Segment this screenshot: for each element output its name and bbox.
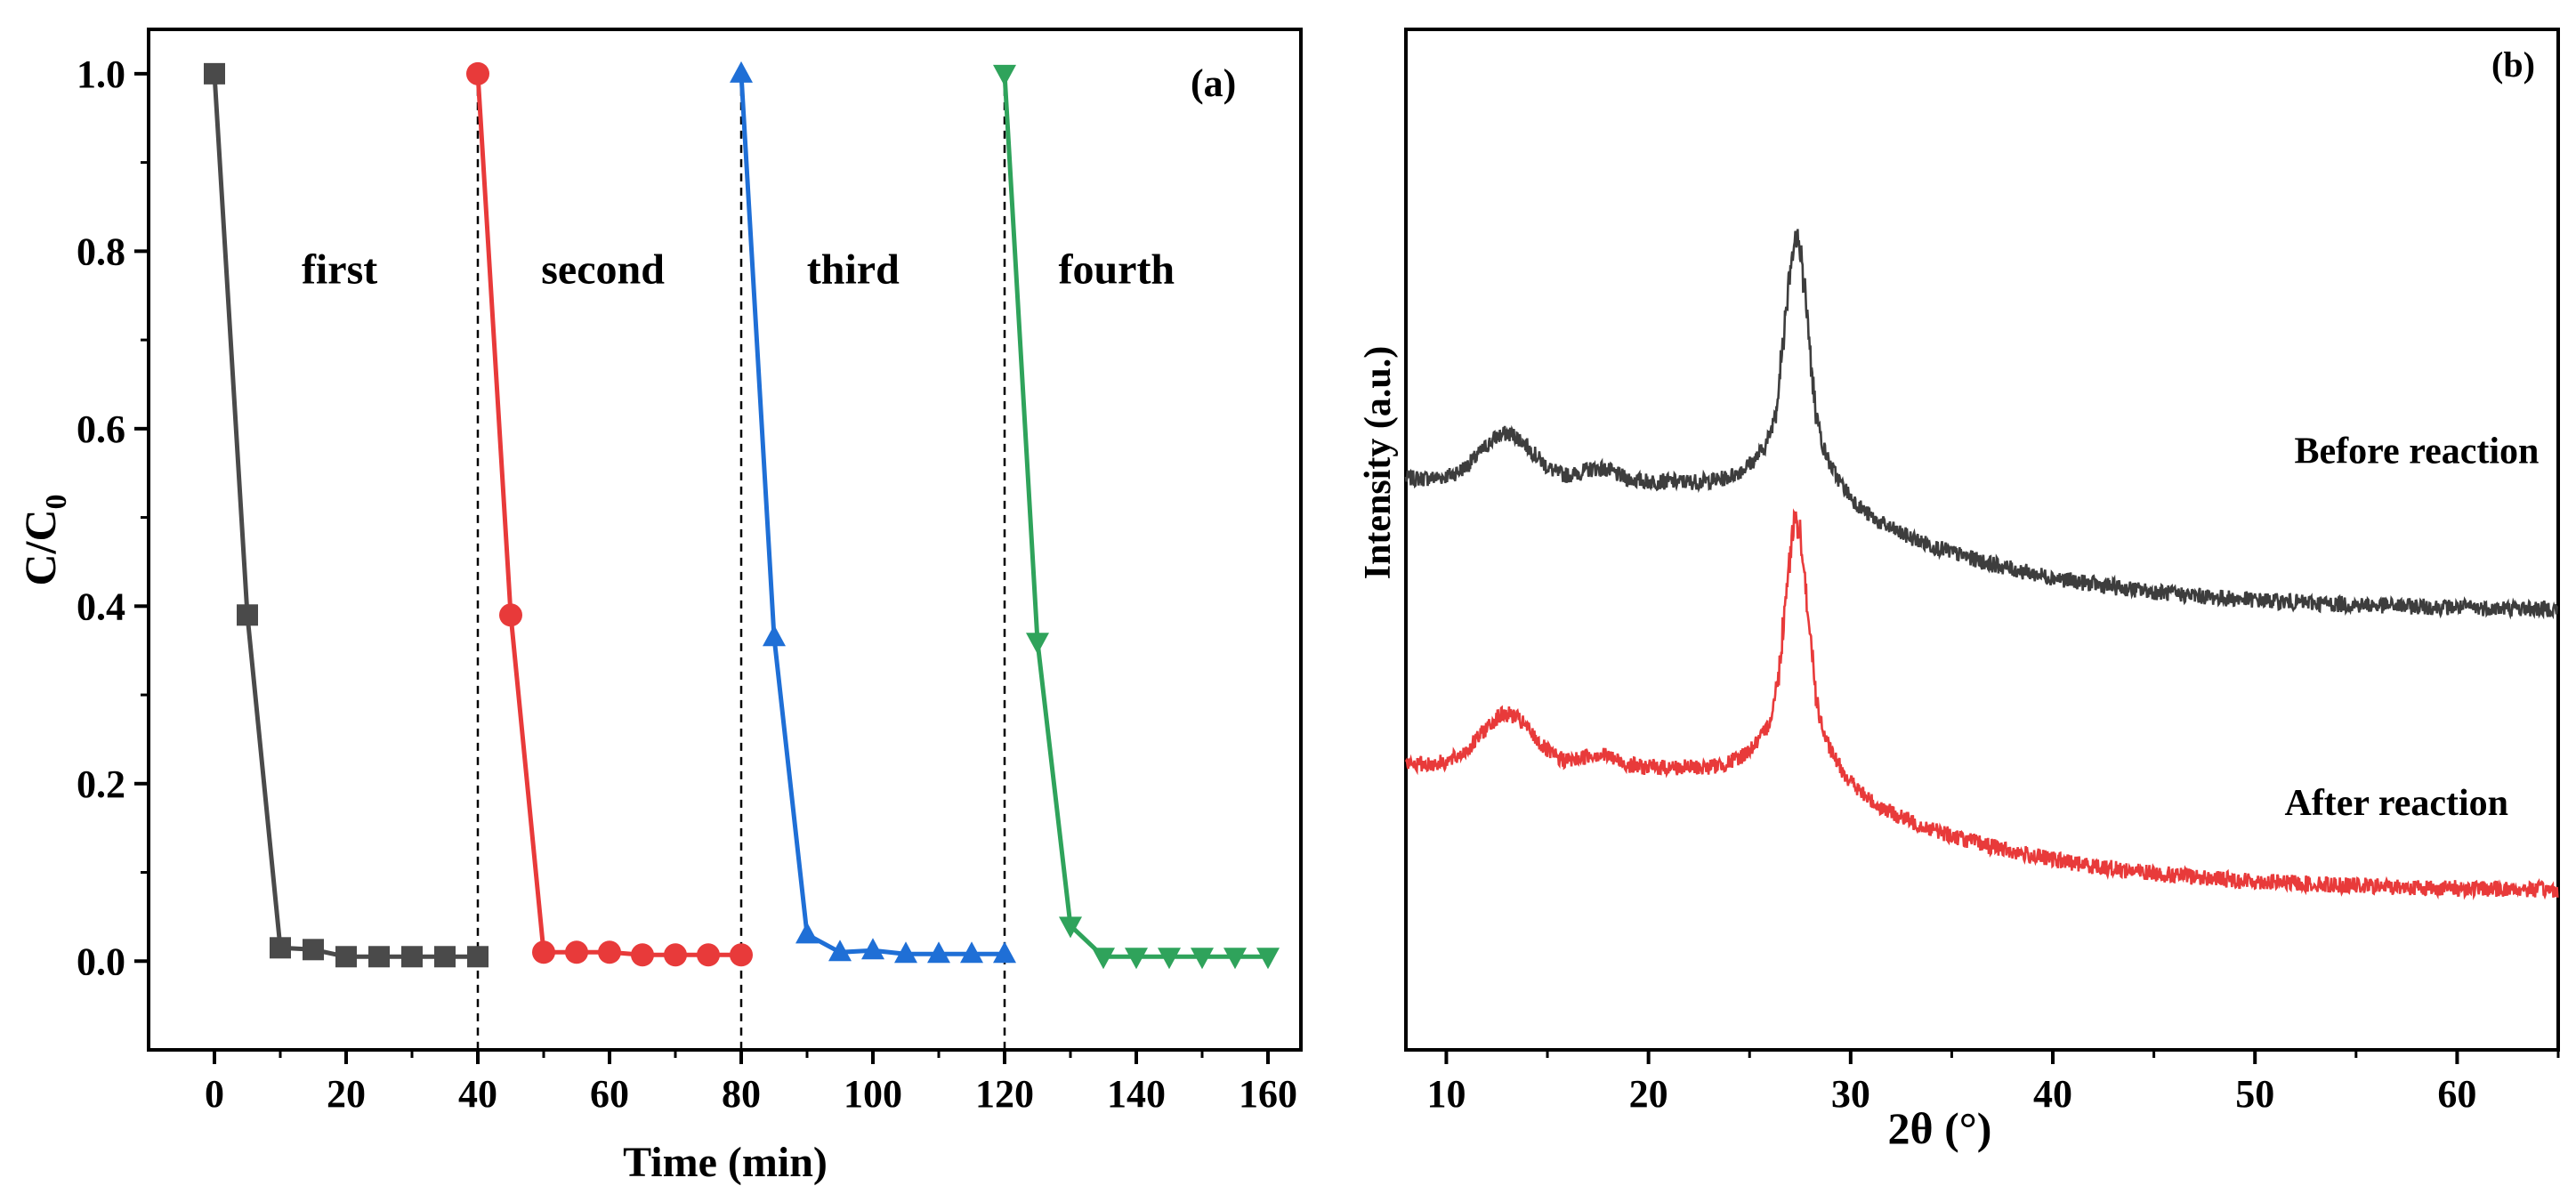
x-tick-label: 40 xyxy=(2033,1072,2072,1116)
xrd-pattern-after-reaction xyxy=(1404,508,2559,901)
panel-a-ylabel-sub: 0 xyxy=(40,494,73,509)
y-tick-label: 0.6 xyxy=(77,407,125,451)
x-tick-label: 20 xyxy=(327,1072,366,1116)
data-point xyxy=(499,603,522,627)
series-line-third xyxy=(739,73,1005,956)
data-point xyxy=(631,943,654,967)
x-tick-label: 160 xyxy=(1239,1072,1297,1116)
data-point xyxy=(993,941,1016,964)
data-point xyxy=(927,941,950,964)
y-tick-label: 0.2 xyxy=(77,762,125,806)
panel-a-frame xyxy=(147,28,1303,1052)
panel-a-annotations: first second third fourth xyxy=(302,246,1175,293)
data-point xyxy=(1092,948,1115,970)
cycle-label: third xyxy=(807,246,900,293)
x-tick-label: 60 xyxy=(590,1072,629,1116)
cycle-label: second xyxy=(541,246,665,293)
data-point xyxy=(1158,948,1181,970)
panel-a-label: (a) xyxy=(1191,61,1236,105)
panel-b-labels: Before reaction After reaction xyxy=(2284,431,2539,824)
data-point xyxy=(434,946,456,968)
data-point xyxy=(466,61,489,85)
data-point xyxy=(1125,948,1148,970)
data-point xyxy=(1026,633,1049,655)
series-third xyxy=(730,61,1016,964)
data-point xyxy=(993,64,1016,86)
pattern-label: After reaction xyxy=(2284,783,2508,824)
data-point xyxy=(565,940,588,964)
series-first xyxy=(204,62,489,968)
panel-b-xlabel: 2θ (°) xyxy=(1888,1103,1992,1153)
panel-a: 0 20 40 60 80 100 120 140 1600.00.20.40.60.81.0 … xyxy=(15,28,1303,1186)
y-tick-label: 1.0 xyxy=(77,52,125,96)
cycle-label: first xyxy=(302,246,377,293)
panel-b-ticks: 10 20 30 40 50 60 xyxy=(1426,1050,2560,1116)
xrd-pattern-before-reaction xyxy=(1404,229,2558,620)
x-tick-label: 100 xyxy=(844,1072,902,1116)
data-point xyxy=(960,941,983,964)
x-tick-label: 60 xyxy=(2437,1072,2476,1116)
data-point xyxy=(237,604,258,626)
panel-a-series xyxy=(204,61,1280,970)
pattern-label: Before reaction xyxy=(2295,431,2540,472)
data-point xyxy=(368,946,390,968)
data-point xyxy=(303,939,324,961)
x-tick-label: 0 xyxy=(205,1072,224,1116)
data-point xyxy=(467,946,489,968)
series-line-second xyxy=(475,73,741,957)
data-point xyxy=(598,940,621,964)
x-tick-label: 20 xyxy=(1629,1072,1668,1116)
data-point xyxy=(828,940,852,962)
x-tick-label: 80 xyxy=(722,1072,761,1116)
data-point xyxy=(532,940,555,964)
x-tick-label: 10 xyxy=(1426,1072,1466,1116)
data-point xyxy=(1059,916,1082,939)
data-point xyxy=(1191,948,1214,970)
data-point xyxy=(795,922,819,944)
data-point xyxy=(664,943,687,967)
y-tick-label: 0.8 xyxy=(77,230,125,273)
panel-b-frame xyxy=(1404,28,2560,1052)
x-tick-label: 140 xyxy=(1107,1072,1166,1116)
data-point xyxy=(763,625,786,647)
panel-b: 10 20 30 40 50 60 Before reaction After reacti… xyxy=(1358,28,2560,1153)
data-point xyxy=(730,61,753,83)
x-tick-label: 50 xyxy=(2235,1072,2274,1116)
y-tick-label: 0.0 xyxy=(77,940,125,983)
cycle-label: fourth xyxy=(1058,246,1175,293)
x-tick-label: 30 xyxy=(1831,1072,1870,1116)
data-point xyxy=(697,943,720,967)
data-point xyxy=(401,946,423,968)
x-tick-label: 120 xyxy=(975,1072,1034,1116)
data-point xyxy=(1256,948,1280,970)
data-point xyxy=(270,937,291,959)
data-point xyxy=(335,946,357,968)
x-tick-label: 40 xyxy=(458,1072,497,1116)
panel-b-ylabel: Intensity (a.u.) xyxy=(1358,346,1399,580)
data-point xyxy=(1223,948,1247,970)
data-point xyxy=(894,941,917,964)
y-tick-label: 0.4 xyxy=(77,585,125,628)
panel-a-ylabel-main: C/C xyxy=(15,509,65,585)
series-second xyxy=(466,61,753,967)
panel-a-ticks: 0 20 40 60 80 100 120 140 160 0.0 0.2 0.4 0.6 0.8 1.0 xyxy=(77,52,1297,1116)
data-point xyxy=(204,62,225,85)
series-fourth xyxy=(993,64,1280,970)
series-line-fourth xyxy=(1002,73,1268,959)
panel-a-ylabel: C/C0 xyxy=(15,494,73,585)
cycle-boundaries xyxy=(476,73,1006,1050)
series-line-first xyxy=(212,73,478,959)
data-point xyxy=(861,938,884,960)
data-point xyxy=(730,943,753,967)
panel-b-label: (b) xyxy=(2491,44,2535,85)
panel-a-xlabel: Time (min) xyxy=(623,1139,828,1186)
panel-b-series xyxy=(1404,229,2559,901)
svg-text:C/C0: C/C0 xyxy=(15,494,73,585)
